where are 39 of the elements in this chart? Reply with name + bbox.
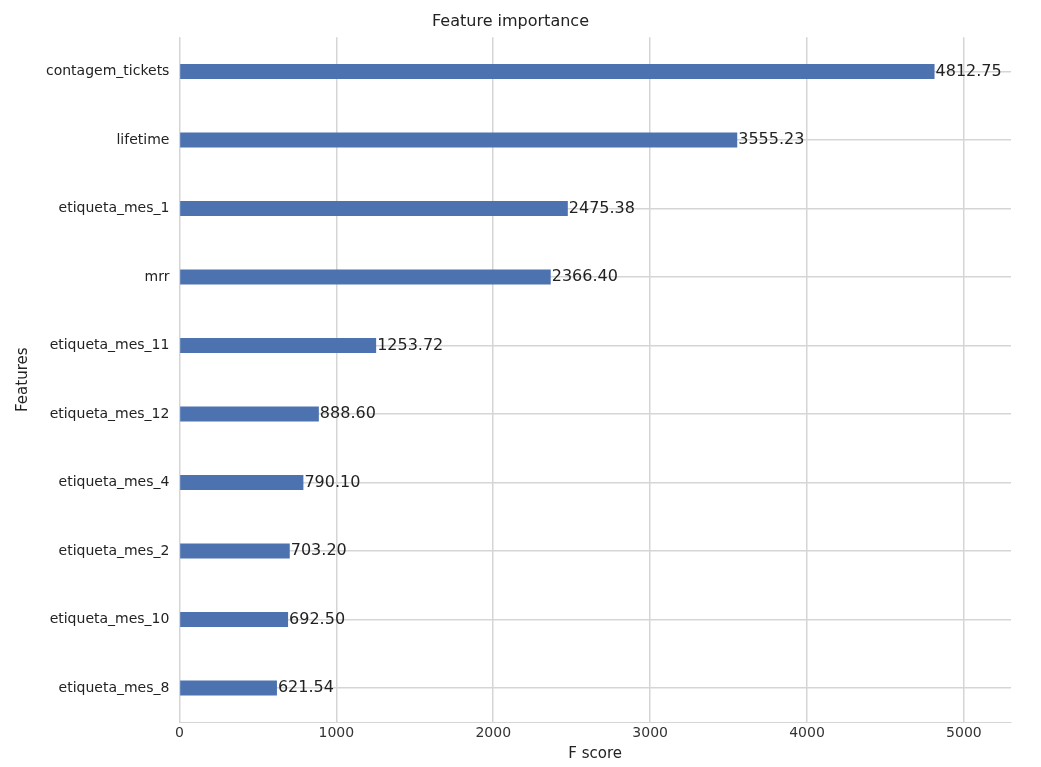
x-tick-label: 3000: [632, 724, 668, 741]
data-label: 790.10: [304, 471, 361, 491]
bar: [180, 406, 319, 422]
y-tick-label: etiqueta_mes_4: [58, 473, 170, 490]
bar: [180, 63, 935, 79]
x-axis-title: F score: [568, 743, 623, 762]
bar: [180, 337, 377, 353]
data-label: 1253.72: [377, 334, 444, 354]
y-tick-label: etiqueta_mes_10: [49, 610, 170, 627]
x-tick-label: 1000: [318, 724, 355, 741]
data-label: 888.60: [319, 403, 376, 423]
bar: [180, 543, 290, 559]
bar: [180, 474, 304, 490]
data-label: 2366.40: [551, 266, 618, 286]
chart-title: Feature importance: [432, 10, 589, 30]
bar: [180, 132, 738, 148]
data-label: 692.50: [289, 608, 346, 628]
y-tick-label: contagem_tickets: [45, 62, 170, 79]
data-label: 4812.75: [935, 60, 1002, 80]
data-label: 3555.23: [738, 129, 805, 149]
y-tick-label: etiqueta_mes_12: [49, 404, 170, 421]
bar: [180, 269, 551, 285]
x-tick-label: 2000: [475, 724, 512, 741]
y-tick-label: mrr: [144, 267, 170, 284]
data-label: 703.20: [290, 540, 347, 560]
y-tick-label: lifetime: [116, 130, 170, 147]
y-axis-title: Features: [12, 347, 31, 412]
x-tick-label: 5000: [946, 724, 982, 741]
data-label: 621.54: [277, 677, 334, 697]
y-tick-label: etiqueta_mes_8: [58, 678, 170, 695]
data-label: 2475.38: [568, 197, 635, 217]
bar: [180, 680, 277, 696]
x-tick-label: 0: [174, 724, 184, 741]
bar: [180, 200, 568, 216]
y-tick-label: etiqueta_mes_11: [49, 336, 170, 353]
y-tick-label: etiqueta_mes_1: [58, 199, 170, 216]
x-tick-label: 4000: [789, 724, 825, 741]
y-tick-label: etiqueta_mes_2: [58, 541, 170, 558]
bar: [180, 611, 289, 627]
